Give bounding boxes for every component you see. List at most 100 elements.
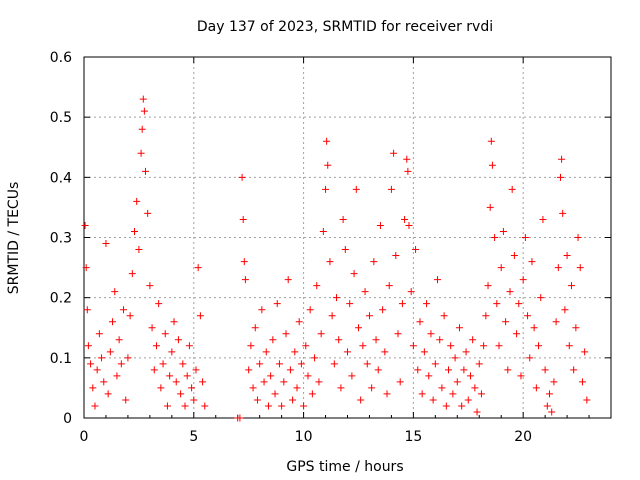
data-point [530, 324, 538, 332]
data-point [262, 348, 270, 356]
data-point [372, 336, 380, 344]
x-tick-label: 0 [80, 429, 89, 445]
data-point [117, 360, 125, 368]
data-point [475, 360, 483, 368]
data-point [267, 372, 275, 380]
data-point [350, 270, 358, 278]
data-point [166, 372, 174, 380]
data-point [374, 366, 382, 374]
data-point [139, 95, 147, 103]
data-point [278, 402, 286, 410]
data-point [552, 318, 560, 326]
y-tick-label: 0.5 [50, 110, 72, 126]
data-point [497, 264, 505, 272]
x-tick-label: 15 [404, 429, 422, 445]
data-point [280, 378, 288, 386]
data-point [471, 384, 479, 392]
data-point [188, 384, 196, 392]
y-axis-label: SRMTID / TECUs [6, 182, 22, 295]
data-point [423, 300, 431, 308]
data-point [89, 384, 97, 392]
data-point [241, 276, 249, 284]
data-point [460, 366, 468, 374]
data-point [339, 215, 347, 223]
data-point [427, 330, 435, 338]
data-point [570, 366, 578, 374]
data-point [502, 318, 510, 326]
data-point [196, 312, 204, 320]
data-point [387, 185, 395, 193]
data-point [559, 209, 567, 217]
data-point [455, 324, 463, 332]
data-point [394, 330, 402, 338]
data-point [163, 402, 171, 410]
data-point [401, 215, 409, 223]
data-point [124, 354, 132, 362]
data-point [275, 360, 283, 368]
data-point [504, 366, 512, 374]
data-point [135, 246, 143, 254]
data-point [271, 390, 279, 398]
data-point [556, 173, 564, 181]
data-point [515, 300, 523, 308]
data-point [245, 366, 253, 374]
data-point [412, 246, 420, 254]
y-tick-label: 0.1 [50, 351, 72, 367]
data-point [284, 276, 292, 284]
data-point [519, 276, 527, 284]
data-point [438, 384, 446, 392]
data-point [109, 318, 117, 326]
y-tick-label: 0.6 [50, 50, 72, 66]
data-point [513, 330, 521, 338]
data-point [240, 258, 248, 266]
data-point [297, 360, 305, 368]
data-point [177, 390, 185, 398]
data-point [185, 342, 193, 350]
data-point [368, 384, 376, 392]
data-point [102, 240, 110, 248]
data-point [120, 306, 128, 314]
data-point [482, 312, 490, 320]
data-point [126, 312, 134, 320]
data-point [541, 366, 549, 374]
data-point [82, 264, 90, 272]
data-point [436, 336, 444, 344]
data-points [81, 95, 591, 422]
data-point [510, 252, 518, 260]
data-point [128, 270, 136, 278]
data-point [87, 360, 95, 368]
data-point [442, 402, 450, 410]
data-point [81, 221, 89, 229]
data-point [466, 372, 474, 380]
data-point [190, 396, 198, 404]
data-point [324, 161, 332, 169]
data-point [239, 215, 247, 223]
data-point [346, 300, 354, 308]
data-point [528, 258, 536, 266]
data-point [487, 137, 495, 145]
data-point [236, 414, 244, 422]
data-point [464, 396, 472, 404]
data-point [532, 384, 540, 392]
data-point [488, 161, 496, 169]
data-point [201, 402, 209, 410]
data-point [548, 408, 556, 416]
x-tick-label: 20 [514, 429, 532, 445]
data-point [282, 330, 290, 338]
data-point [429, 396, 437, 404]
data-point [409, 342, 417, 350]
data-point [578, 378, 586, 386]
data-point [473, 408, 481, 416]
data-point [418, 390, 426, 398]
data-point [84, 342, 92, 350]
data-point [491, 234, 499, 241]
data-point [144, 209, 152, 217]
data-point [381, 348, 389, 356]
axis-ticks: 0 5 10 15 20 0 0.1 0.2 0.3 0.4 0.5 0.6 [50, 50, 611, 445]
data-point [260, 378, 268, 386]
data-point [348, 372, 356, 380]
data-point [563, 252, 571, 260]
data-point [113, 372, 121, 380]
data-point [558, 155, 566, 163]
